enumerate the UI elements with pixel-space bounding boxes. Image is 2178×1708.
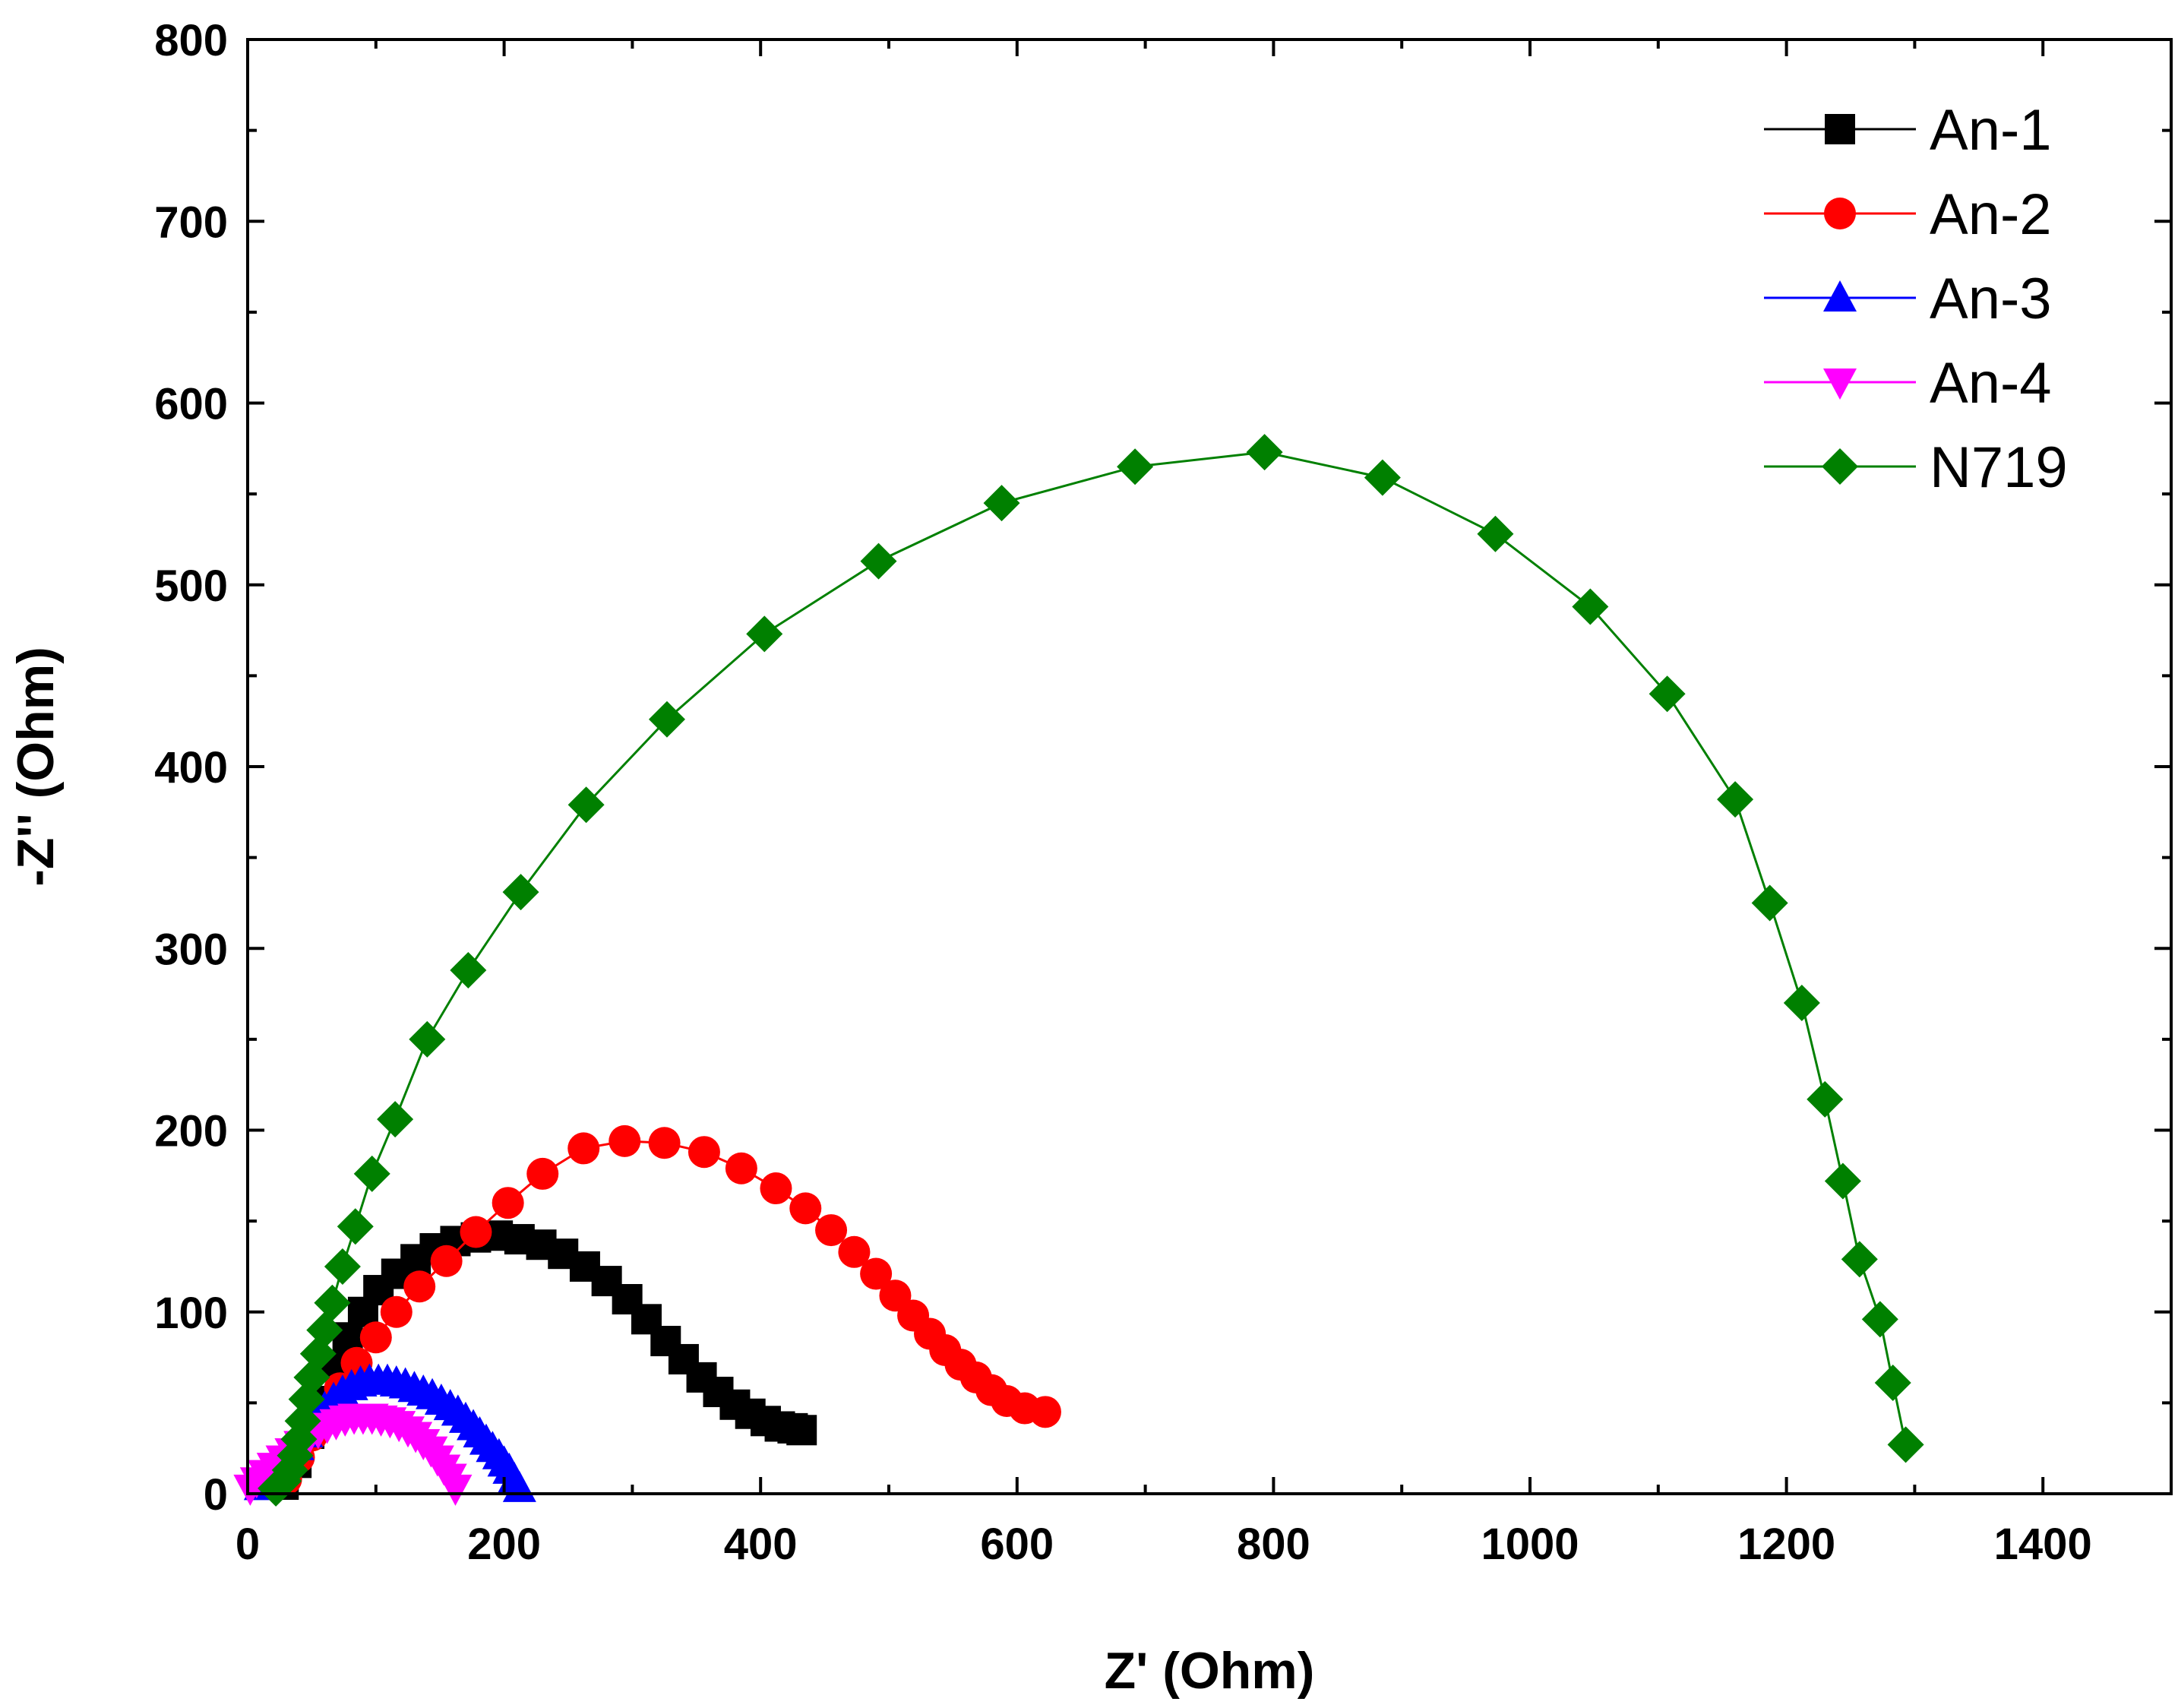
data-point-n719 — [1807, 1080, 1844, 1118]
y-tick-label: 100 — [154, 1289, 228, 1338]
x-tick-label: 1200 — [1737, 1520, 1835, 1569]
data-point-an-1 — [786, 1415, 817, 1446]
data-point-n719 — [409, 1020, 446, 1058]
data-point-an-2 — [403, 1270, 436, 1303]
data-point-an-2 — [380, 1295, 413, 1328]
axes-layer: 0 200 400 600 800 1000 1200 1400 0 100 200 300 400 50… — [154, 16, 2173, 1569]
data-point-an-2 — [760, 1172, 792, 1205]
data-point-n719 — [1717, 781, 1754, 818]
x-tick-label: 600 — [980, 1520, 1054, 1569]
data-point-n719 — [1751, 884, 1788, 922]
data-point-an-2 — [1029, 1396, 1061, 1428]
data-point-n719 — [1477, 515, 1514, 552]
data-point-n719 — [324, 1248, 361, 1285]
y-tick-label: 400 — [154, 743, 228, 792]
data-point-an-2 — [838, 1235, 871, 1268]
data-point-n719 — [746, 615, 783, 653]
legend-marker-an-3 — [1823, 280, 1857, 312]
legend-label: An-4 — [1930, 351, 2052, 416]
y-tick-label: 0 — [204, 1470, 228, 1520]
data-point-n719 — [1246, 434, 1283, 471]
legend-label: An-2 — [1930, 182, 2052, 247]
data-point-n719 — [1783, 985, 1820, 1022]
data-point-n719 — [1572, 588, 1609, 625]
legend-item-an-4: An-4 — [1764, 351, 2052, 416]
x-tick-label: 800 — [1237, 1520, 1310, 1569]
data-point-n719 — [502, 874, 539, 911]
series-layer — [233, 434, 1924, 1507]
y-tick-label: 600 — [154, 380, 228, 429]
data-point-an-2 — [648, 1127, 681, 1159]
legend-label: N719 — [1930, 435, 2068, 500]
y-tick-label: 500 — [154, 561, 228, 611]
data-point-n719 — [337, 1208, 374, 1245]
series-n719 — [258, 434, 1924, 1507]
data-point-n719 — [306, 1311, 343, 1349]
data-point-n719 — [314, 1284, 351, 1321]
legend: An-1 An-2 An-3 An-4 N719 — [1764, 98, 2068, 500]
y-axis-title: -Z'' (Ohm) — [7, 647, 65, 887]
y-tick-label: 200 — [154, 1107, 228, 1156]
legend-item-n719: N719 — [1764, 435, 2068, 500]
data-point-n719 — [567, 786, 605, 824]
data-point-n719 — [450, 951, 487, 988]
legend-item-an-1: An-1 — [1764, 98, 2052, 163]
x-tick-label: 400 — [724, 1520, 798, 1569]
y-tick-label: 800 — [154, 16, 228, 65]
data-point-an-2 — [688, 1136, 720, 1169]
legend-label: An-3 — [1930, 267, 2052, 331]
data-point-n719 — [377, 1101, 414, 1138]
data-point-an-2 — [567, 1132, 600, 1165]
data-point-n719 — [1841, 1241, 1878, 1278]
legend-marker-an-1 — [1825, 114, 1855, 144]
data-point-an-2 — [789, 1192, 822, 1225]
x-tick-label: 1400 — [1994, 1520, 2092, 1569]
x-tick-label: 0 — [236, 1520, 260, 1569]
data-point-an-2 — [725, 1152, 757, 1185]
data-point-an-2 — [609, 1124, 641, 1157]
data-point-an-2 — [526, 1157, 559, 1190]
data-point-n719 — [1824, 1162, 1861, 1200]
y-tick-label: 300 — [154, 925, 228, 974]
data-point-an-2 — [460, 1216, 492, 1248]
data-point-n719 — [648, 701, 685, 738]
x-tick-label: 200 — [467, 1520, 541, 1569]
data-point-an-2 — [430, 1245, 463, 1277]
data-point-n719 — [353, 1155, 390, 1192]
data-point-an-2 — [340, 1346, 373, 1379]
x-tick-label: 1000 — [1481, 1520, 1579, 1569]
data-point-n719 — [1887, 1426, 1924, 1463]
data-point-n719 — [1649, 675, 1686, 713]
data-point-n719 — [1861, 1301, 1898, 1338]
y-tick-label: 700 — [154, 198, 228, 247]
x-axis-title: Z' (Ohm) — [1105, 1642, 1315, 1700]
data-point-an-4 — [438, 1474, 473, 1506]
data-point-n719 — [1874, 1365, 1911, 1402]
data-point-an-2 — [815, 1214, 848, 1247]
data-point-an-2 — [860, 1257, 893, 1290]
legend-item-an-3: An-3 — [1764, 267, 2052, 331]
legend-label: An-1 — [1930, 98, 2052, 163]
data-point-n719 — [860, 542, 897, 580]
legend-marker-n719 — [1822, 448, 1858, 485]
data-point-n719 — [983, 485, 1020, 522]
data-point-an-2 — [359, 1321, 392, 1354]
legend-marker-an-4 — [1823, 368, 1857, 400]
data-point-n719 — [1117, 448, 1154, 486]
data-point-n719 — [1364, 459, 1401, 496]
legend-item-an-2: An-2 — [1764, 182, 2052, 247]
data-point-an-2 — [492, 1187, 524, 1219]
legend-marker-an-2 — [1824, 198, 1856, 229]
